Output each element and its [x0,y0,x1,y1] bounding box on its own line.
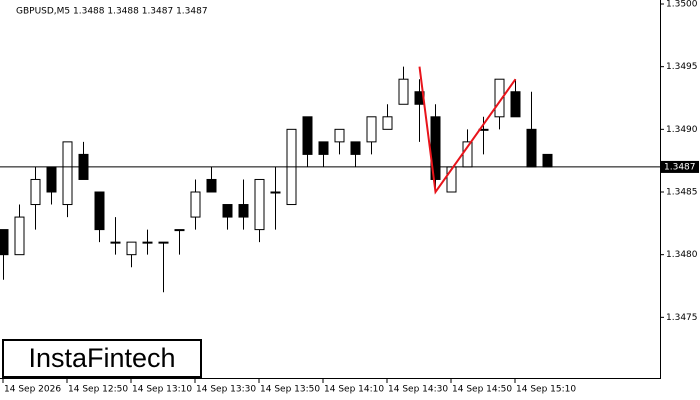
logo-box [2,339,202,378]
x-tick-label: 14 Sep 14:50 [452,385,512,395]
candle-body [366,116,377,143]
candle-body [222,204,233,218]
candle-body [62,141,73,206]
candle-body [126,241,137,256]
y-tick-label: 1.3485 [666,188,698,198]
candle-body [398,78,409,105]
y-tick-label: 1.3500 [666,0,698,10]
candle-body [110,241,121,244]
y-tick-label: 1.3490 [666,125,698,135]
candle-body [382,116,393,130]
candle-body [46,166,57,193]
candle-body [254,178,265,231]
candle-body [190,191,201,218]
x-tick-label: 14 Sep 12:50 [68,385,128,395]
candle-body [174,229,185,232]
x-tick-label: 14 Sep 13:50 [260,385,320,395]
candle-body [510,91,521,118]
candle-body [526,128,537,168]
candle-body [350,141,361,155]
pattern-line [418,66,517,195]
current-price-box [661,160,699,173]
candle-body [318,141,329,155]
candle-body [14,216,25,256]
y-tick-label: 1.3495 [666,62,698,72]
candle-body [142,241,153,244]
x-tick-label: 14 Sep 14:10 [324,385,384,395]
candle-body [334,128,345,143]
candle-body [430,116,441,180]
x-tick-label: 14 Sep 2026 [4,385,61,395]
current-price-label: 1.3487 [664,162,696,172]
candle-body [542,153,553,168]
y-tick-label: 1.3480 [666,250,698,260]
candle-body [30,178,41,206]
chart-title: GBPUSD,M5 1.3488 1.3488 1.3487 1.3487 [16,7,208,17]
candle-body [302,116,313,155]
candle-body [94,191,105,231]
candle-body [238,204,249,218]
x-tick-label: 14 Sep 13:10 [132,385,192,395]
x-tick-label: 14 Sep 15:10 [516,385,576,395]
candle-body [206,178,217,193]
candle-body [270,191,281,194]
x-tick-label: 14 Sep 14:30 [388,385,448,395]
candle-body [494,78,505,118]
logo: InstaFintech [28,343,175,373]
candle-body [0,229,9,256]
x-tick-label: 14 Sep 13:30 [196,385,256,395]
y-tick-label: 1.3475 [666,313,698,323]
candle-body [158,241,169,244]
